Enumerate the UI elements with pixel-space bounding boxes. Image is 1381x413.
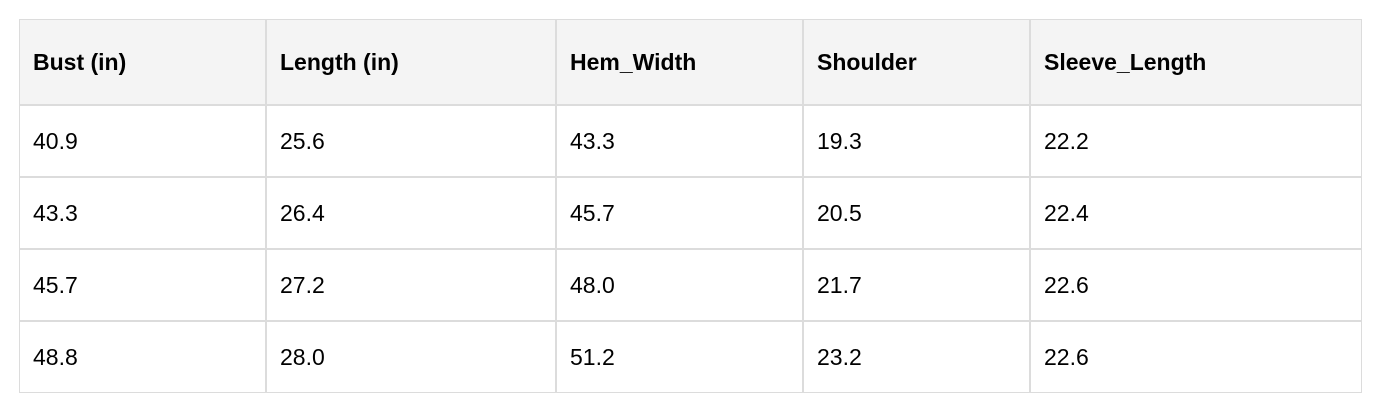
header-length: Length (in) [266, 19, 556, 105]
cell-length: 27.2 [266, 249, 556, 321]
cell-length: 26.4 [266, 177, 556, 249]
header-shoulder: Shoulder [803, 19, 1030, 105]
cell-hem-width: 45.7 [556, 177, 803, 249]
size-table: Bust (in) Length (in) Hem_Width Shoulder… [19, 19, 1362, 393]
cell-hem-width: 43.3 [556, 105, 803, 177]
cell-bust: 45.7 [19, 249, 266, 321]
table-row: 48.8 28.0 51.2 23.2 22.6 [19, 321, 1362, 393]
table-row: 43.3 26.4 45.7 20.5 22.4 [19, 177, 1362, 249]
cell-hem-width: 51.2 [556, 321, 803, 393]
cell-hem-width: 48.0 [556, 249, 803, 321]
cell-sleeve-length: 22.6 [1030, 321, 1362, 393]
cell-bust: 48.8 [19, 321, 266, 393]
table-row: 45.7 27.2 48.0 21.7 22.6 [19, 249, 1362, 321]
cell-length: 28.0 [266, 321, 556, 393]
cell-length: 25.6 [266, 105, 556, 177]
table-row: 40.9 25.6 43.3 19.3 22.2 [19, 105, 1362, 177]
cell-sleeve-length: 22.6 [1030, 249, 1362, 321]
header-sleeve-length: Sleeve_Length [1030, 19, 1362, 105]
cell-shoulder: 23.2 [803, 321, 1030, 393]
header-hem-width: Hem_Width [556, 19, 803, 105]
cell-bust: 43.3 [19, 177, 266, 249]
cell-shoulder: 19.3 [803, 105, 1030, 177]
cell-shoulder: 21.7 [803, 249, 1030, 321]
header-bust: Bust (in) [19, 19, 266, 105]
cell-bust: 40.9 [19, 105, 266, 177]
cell-shoulder: 20.5 [803, 177, 1030, 249]
cell-sleeve-length: 22.4 [1030, 177, 1362, 249]
cell-sleeve-length: 22.2 [1030, 105, 1362, 177]
header-row: Bust (in) Length (in) Hem_Width Shoulder… [19, 19, 1362, 105]
